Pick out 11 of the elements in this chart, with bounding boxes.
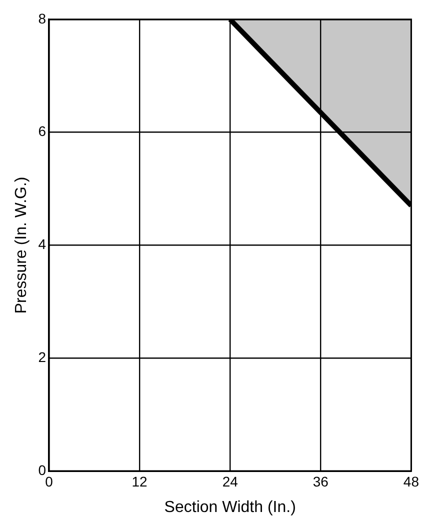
- x-axis-title: Section Width (In.): [164, 498, 296, 516]
- y-axis-title: Pressure (In. W.G.): [13, 176, 30, 314]
- y-tick-label: 0: [38, 462, 46, 478]
- y-tick-label: 6: [38, 123, 46, 140]
- y-tick-label: 8: [38, 10, 46, 26]
- y-tick-label: 2: [38, 348, 46, 365]
- x-tick-label: 48: [403, 473, 420, 490]
- x-tick-label: 24: [222, 473, 238, 490]
- x-tick-label: 36: [312, 473, 329, 490]
- x-tick-label: 12: [132, 473, 148, 490]
- y-tick-label: 4: [38, 236, 46, 252]
